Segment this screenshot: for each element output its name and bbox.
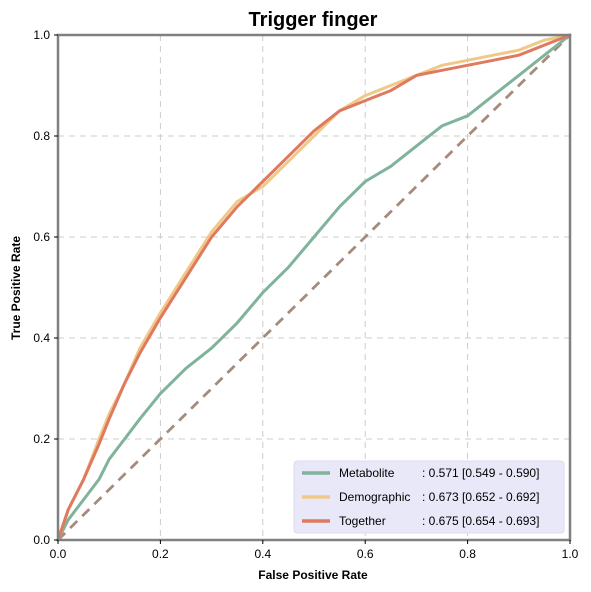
x-tick-label: 0.8 <box>459 547 476 561</box>
x-tick-label: 1.0 <box>562 547 579 561</box>
x-tick-label: 0.4 <box>254 547 271 561</box>
y-tick-label: 1.0 <box>33 28 50 42</box>
chart-title: Trigger finger <box>249 9 378 31</box>
reference-diagonal-line <box>57 34 571 541</box>
legend: Metabolite : 0.571 [0.549 - 0.590] Demogra… <box>293 460 565 534</box>
legend-label: Together <box>339 514 386 528</box>
y-tick-label: 0.2 <box>33 432 50 446</box>
y-tick-labels: 0.0 0.2 0.4 0.6 0.8 1.0 <box>33 28 58 547</box>
y-tick-label: 0.4 <box>33 331 50 345</box>
legend-label: Demographic <box>339 490 410 504</box>
x-tick-label: 0.0 <box>50 547 67 561</box>
y-axis-label: True Positive Rate <box>9 236 23 340</box>
x-tick-labels: 0.0 0.2 0.4 0.6 0.8 1.0 <box>50 540 579 561</box>
series-line-demographic <box>56 33 572 542</box>
y-tick-label: 0.6 <box>33 230 50 244</box>
x-axis-label: False Positive Rate <box>258 568 368 582</box>
x-tick-label: 0.6 <box>357 547 374 561</box>
plot-frame <box>56 33 572 542</box>
reference-line-group <box>57 34 571 541</box>
series-group <box>56 33 572 542</box>
legend-box <box>293 460 565 534</box>
legend-auc: : 0.673 [0.652 - 0.692] <box>422 490 539 504</box>
y-tick-label: 0.0 <box>33 533 50 547</box>
series-line-metabolite <box>56 33 572 542</box>
y-tick-label: 0.8 <box>33 129 50 143</box>
legend-auc: : 0.675 [0.654 - 0.693] <box>422 514 539 528</box>
series-line-together <box>56 33 572 542</box>
legend-auc: : 0.571 [0.549 - 0.590] <box>422 466 539 480</box>
x-tick-label: 0.2 <box>152 547 169 561</box>
legend-label: Metabolite <box>339 466 395 480</box>
